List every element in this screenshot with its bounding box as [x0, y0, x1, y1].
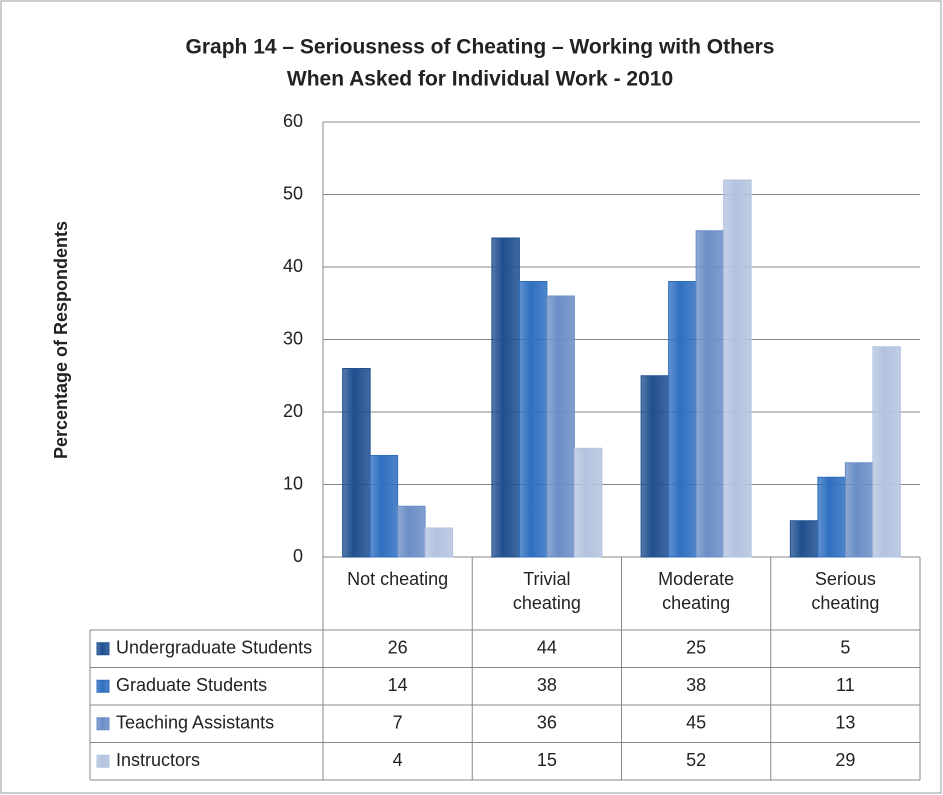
y-tick-label: 20	[283, 401, 303, 421]
table-value: 44	[537, 638, 557, 658]
table-value: 14	[388, 675, 408, 695]
table-value: 45	[686, 713, 706, 733]
bar	[817, 476, 846, 558]
legend-swatch	[96, 754, 110, 768]
legend-swatch	[96, 717, 110, 731]
chart-title: When Asked for Individual Work - 2010	[287, 68, 673, 91]
table-value: 7	[393, 713, 403, 733]
bar	[491, 237, 520, 558]
bar	[518, 281, 548, 558]
table-value: 13	[835, 713, 855, 733]
y-tick-label: 0	[293, 546, 303, 566]
y-tick-label: 50	[283, 183, 303, 203]
bar	[668, 281, 697, 558]
chart-title: Graph 14 – Seriousness of Cheating – Wor…	[186, 36, 775, 59]
bar	[397, 505, 426, 558]
table-value: 5	[840, 638, 850, 658]
y-tick-label: 60	[283, 111, 303, 131]
y-tick-label: 30	[283, 328, 303, 348]
table-value: 38	[537, 675, 557, 695]
table-value: 52	[686, 750, 706, 770]
bar	[546, 295, 575, 558]
legend-label: Instructors	[116, 750, 200, 770]
x-tick-label: Serious cheating	[811, 569, 880, 613]
bar	[723, 179, 752, 558]
table-value: 26	[388, 638, 408, 658]
legend-label: Teaching Assistants	[116, 713, 274, 733]
y-tick-label: 10	[283, 473, 303, 493]
table-value: 36	[537, 713, 557, 733]
bar	[872, 346, 901, 558]
table-value: 15	[537, 750, 557, 770]
table-value: 29	[835, 750, 855, 770]
legend-label: Undergraduate Students	[116, 638, 312, 658]
legend-swatch	[96, 679, 110, 693]
bar	[424, 527, 454, 558]
bar	[369, 455, 399, 558]
bar	[789, 520, 819, 558]
legend-swatch	[96, 642, 110, 656]
x-tick-label: Not cheating	[347, 569, 449, 589]
y-tick-label: 40	[283, 256, 303, 276]
table-value: 38	[686, 675, 706, 695]
table-value: 4	[393, 750, 403, 770]
table-value: 11	[836, 675, 855, 695]
bar	[342, 368, 371, 558]
bar	[640, 375, 670, 558]
legend-label: Graduate Students	[116, 675, 267, 695]
x-tick-label: Trivial cheating	[512, 569, 581, 613]
bar	[695, 230, 725, 558]
bar	[844, 462, 874, 558]
x-tick-label: Moderate cheating	[658, 569, 735, 613]
y-axis-label: Percentage of Respondents	[51, 221, 71, 459]
bar	[573, 447, 603, 558]
table-value: 25	[686, 638, 706, 658]
